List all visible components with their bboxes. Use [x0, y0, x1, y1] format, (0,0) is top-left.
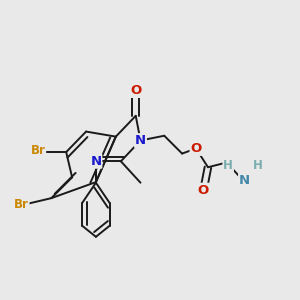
Text: O: O — [198, 184, 209, 196]
Text: N: N — [239, 174, 250, 187]
Text: Br: Br — [31, 144, 45, 157]
Text: O: O — [190, 142, 202, 155]
Text: N: N — [90, 155, 101, 168]
Text: N: N — [135, 134, 146, 147]
Text: Br: Br — [14, 198, 29, 211]
Text: H: H — [253, 159, 263, 172]
Text: H: H — [223, 159, 233, 172]
Text: O: O — [130, 84, 141, 97]
